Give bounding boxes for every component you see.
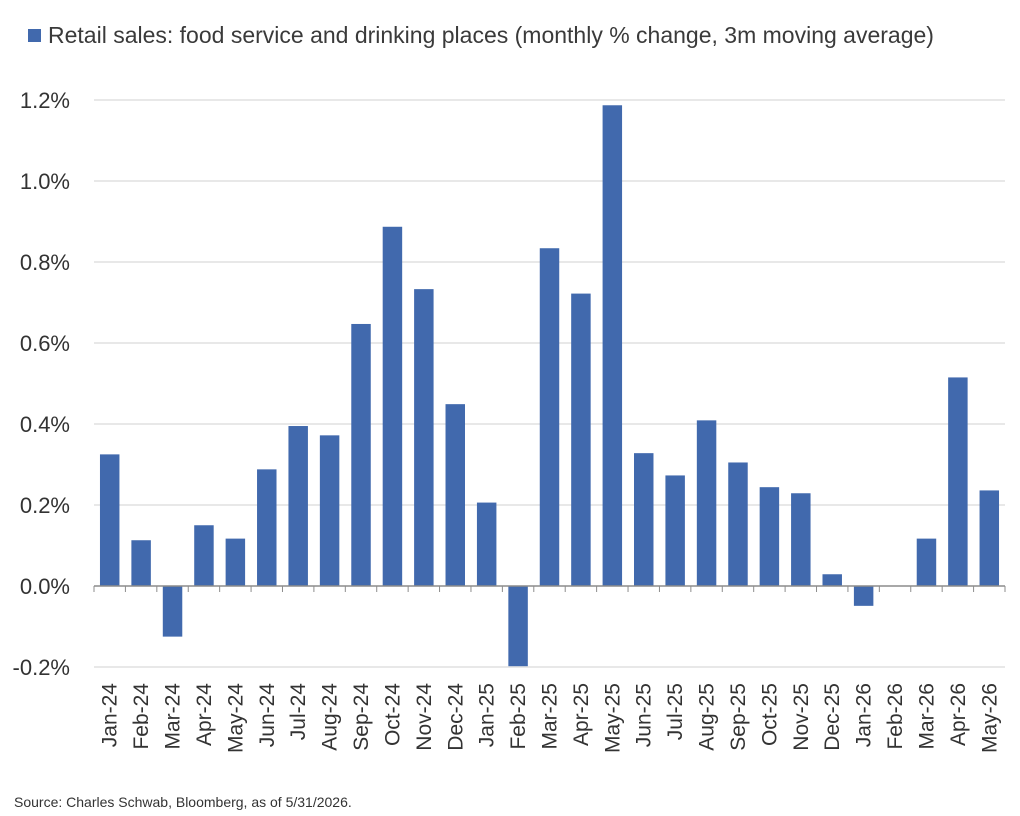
x-tick-label: Dec-24 xyxy=(444,683,467,751)
x-tick-label: Sep-24 xyxy=(350,683,373,751)
x-axis: Jan-24 Feb-24 Mar-24 Apr-24 May-24 Jun-24 Jul-… xyxy=(93,585,1006,753)
y-tick-label: 0.0% xyxy=(20,574,70,599)
bar xyxy=(571,293,591,586)
x-tick-label: Apr-25 xyxy=(570,683,593,746)
bar xyxy=(288,426,308,586)
bar xyxy=(445,404,465,586)
x-tick-label: Nov-25 xyxy=(790,683,813,751)
y-tick-label: 0.2% xyxy=(20,493,70,518)
bar xyxy=(351,323,371,586)
bar xyxy=(948,377,968,586)
x-tick-label: Jun-25 xyxy=(633,683,656,747)
x-tick-label: May-26 xyxy=(978,683,1001,753)
x-tick-label: Aug-25 xyxy=(696,683,719,751)
bar xyxy=(759,487,780,586)
bar xyxy=(508,586,528,667)
y-tick-label: -0.2% xyxy=(13,655,70,680)
legend-swatch xyxy=(28,29,41,42)
bar xyxy=(979,490,1000,586)
y-tick-label: 1.2% xyxy=(20,88,70,113)
x-tick-label: Jul-25 xyxy=(664,683,687,740)
x-tick-label: Mar-24 xyxy=(162,683,185,750)
bar xyxy=(602,105,623,586)
x-tick-label: Feb-24 xyxy=(130,683,153,750)
bar xyxy=(382,226,403,586)
legend-label: Retail sales: food service and drinking … xyxy=(48,22,934,48)
bar xyxy=(665,475,685,586)
x-tick-label: Oct-24 xyxy=(381,683,404,746)
bar xyxy=(539,248,560,587)
x-tick-label: Jul-24 xyxy=(287,683,310,741)
bar xyxy=(822,574,842,586)
source-note: Source: Charles Schwab, Bloomberg, as of… xyxy=(14,794,352,810)
bar xyxy=(319,435,340,586)
x-tick-label: Sep-25 xyxy=(727,683,750,751)
bar xyxy=(916,538,937,586)
bar xyxy=(131,540,151,586)
x-tick-label: Jun-24 xyxy=(256,683,279,748)
bar xyxy=(194,525,214,586)
x-tick-label: May-24 xyxy=(224,683,247,753)
y-tick-label: 0.6% xyxy=(20,331,70,356)
bar xyxy=(257,469,277,586)
x-tick-label: Feb-25 xyxy=(507,683,530,750)
x-tick-label: Apr-24 xyxy=(193,683,216,746)
x-tick-label: Dec-25 xyxy=(821,683,844,751)
x-tick-label: Oct-25 xyxy=(758,683,781,746)
bar-chart: -0.2% 0.0% 0.2% 0.4% 0.6% 0.8% 1.0% 1.2% Jan-24… xyxy=(13,88,1006,753)
bar xyxy=(791,493,811,586)
bar xyxy=(225,538,246,586)
bar xyxy=(853,586,874,606)
x-tick-label: Aug-24 xyxy=(319,683,342,751)
bar xyxy=(162,586,183,637)
bar xyxy=(696,420,717,586)
y-tick-label: 1.0% xyxy=(20,169,70,194)
x-tick-label: May-25 xyxy=(601,683,624,753)
bar xyxy=(99,454,120,586)
x-tick-label: Mar-26 xyxy=(915,683,938,750)
x-tick-label: Jan-26 xyxy=(853,683,876,747)
bars xyxy=(99,105,1000,667)
x-tick-label: Jan-25 xyxy=(476,683,499,747)
x-tick-label: Feb-26 xyxy=(884,683,907,750)
bar xyxy=(414,289,434,586)
y-tick-label: 0.8% xyxy=(20,250,70,275)
x-tick-label: Mar-25 xyxy=(539,683,562,750)
bar xyxy=(476,502,497,586)
x-tick-label: Nov-24 xyxy=(413,683,436,751)
y-tick-label: 0.4% xyxy=(20,412,70,437)
y-axis: -0.2% 0.0% 0.2% 0.4% 0.6% 0.8% 1.0% 1.2% xyxy=(13,88,70,680)
bar xyxy=(728,462,748,586)
bar xyxy=(634,453,654,586)
chart-legend: Retail sales: food service and drinking … xyxy=(28,22,934,49)
x-tick-label: Apr-26 xyxy=(947,683,970,746)
x-tick-label: Jan-24 xyxy=(99,683,122,748)
